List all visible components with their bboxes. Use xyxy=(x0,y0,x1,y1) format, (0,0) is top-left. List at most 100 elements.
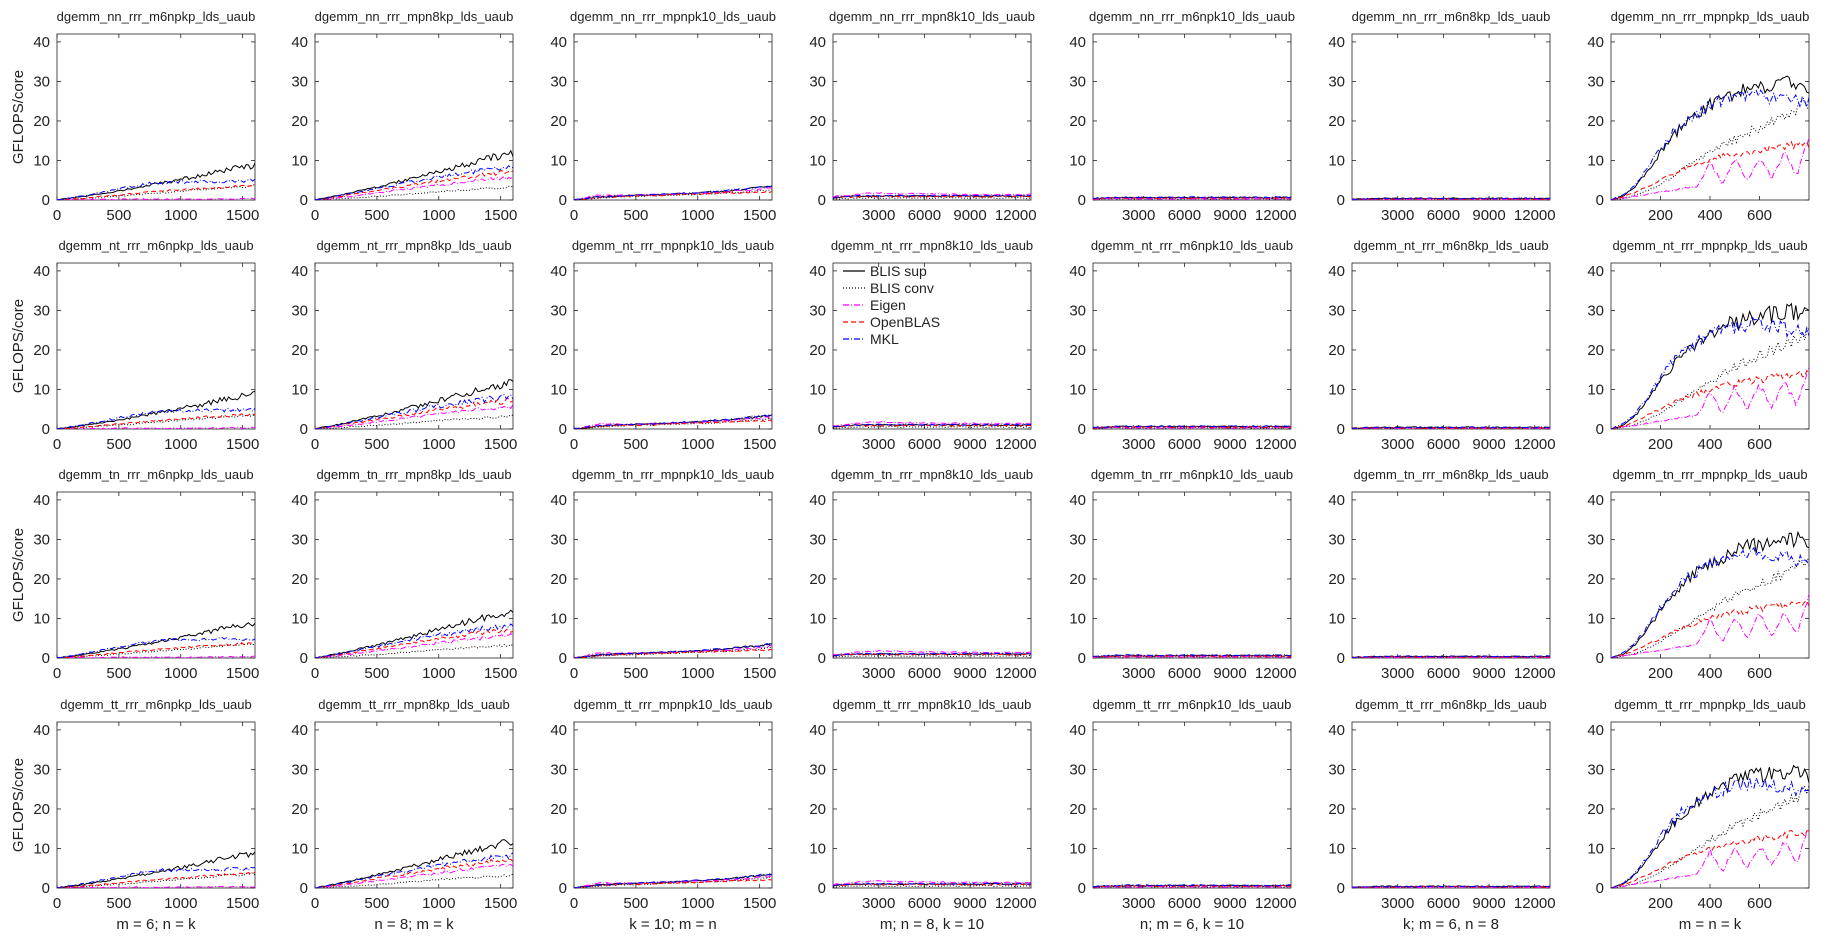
axes-frame xyxy=(1351,33,1551,201)
x-tick-label: 6000 xyxy=(908,895,941,912)
panel-r1-c5: dgemm_nn_rrr_m6npk10_lds_uaub 0 10 20 30 40 30… xyxy=(1069,9,1296,224)
series-line-eigen xyxy=(57,426,255,429)
axes-frame xyxy=(1351,491,1551,659)
y-tick-label: 30 xyxy=(809,302,826,319)
y-tick-label: 10 xyxy=(33,840,50,857)
x-tick-label: 1500 xyxy=(226,207,259,224)
y-tick-label: 30 xyxy=(1587,531,1604,548)
series-line-blis-conv xyxy=(574,876,772,888)
y-tick-label: 30 xyxy=(33,531,50,548)
x-tick-label: 1000 xyxy=(164,207,197,224)
x-tick-label: 12000 xyxy=(1514,665,1556,682)
axes-frame xyxy=(56,33,256,201)
y-tick-label: 0 xyxy=(300,880,308,897)
series-line-blis-sup xyxy=(1611,764,1809,888)
series-line-eigen xyxy=(574,187,772,200)
y-tick-label: 20 xyxy=(33,801,50,818)
series-line-eigen xyxy=(57,655,255,658)
series-line-eigen xyxy=(1093,885,1291,888)
series-line-openblas xyxy=(833,424,1031,428)
series-line-blis-sup xyxy=(315,379,513,429)
panel-title: dgemm_tt_rrr_mpnpk10_lds_uaub xyxy=(574,697,773,712)
y-tick-label: 0 xyxy=(42,192,50,209)
y-tick-label: 30 xyxy=(33,73,50,90)
y-tick-label: 10 xyxy=(33,381,50,398)
y-tick-label: 0 xyxy=(1337,421,1345,438)
panel-title: dgemm_tt_rrr_mpn8kp_lds_uaub xyxy=(318,697,510,712)
panel-title: dgemm_tn_rrr_m6npk10_lds_uaub xyxy=(1091,467,1293,482)
panel-r2-c1: dgemm_nt_rrr_m6npkp_lds_uaub 0 10 20 30 40 0 50… xyxy=(10,238,259,453)
x-tick-label: 6000 xyxy=(1427,207,1460,224)
y-tick-label: 10 xyxy=(33,610,50,627)
x-tick-label: 1500 xyxy=(226,665,259,682)
x-tick-label: 1500 xyxy=(484,436,517,453)
series-line-mkl xyxy=(1093,425,1291,429)
series-line-blis-conv xyxy=(1611,557,1809,658)
x-tick-label: 3000 xyxy=(1381,895,1414,912)
series-line-mkl xyxy=(574,873,772,888)
y-tick-label: 20 xyxy=(809,113,826,130)
panel-r1-c2: dgemm_nn_rrr_mpn8kp_lds_uaub 0 10 20 30 40 0 50… xyxy=(291,9,517,224)
y-tick-label: 0 xyxy=(1078,650,1086,667)
axes-frame xyxy=(1092,33,1292,201)
panel-title: dgemm_tn_rrr_m6n8kp_lds_uaub xyxy=(1353,467,1548,482)
y-tick-label: 20 xyxy=(1069,342,1086,359)
x-axis-label: m = n = k xyxy=(1679,916,1742,933)
x-tick-label: 0 xyxy=(53,207,61,224)
legend-label-eigen: Eigen xyxy=(870,297,906,313)
x-tick-label: 3000 xyxy=(862,436,895,453)
series-line-blis-conv xyxy=(315,414,513,429)
x-tick-label: 0 xyxy=(311,436,319,453)
series-line-openblas xyxy=(1093,425,1291,429)
x-tick-label: 200 xyxy=(1648,436,1673,453)
y-tick-label: 10 xyxy=(809,381,826,398)
panel-title: dgemm_nt_rrr_mpnpk10_lds_uaub xyxy=(572,238,774,253)
y-tick-label: 0 xyxy=(1078,421,1086,438)
y-tick-label: 0 xyxy=(300,192,308,209)
x-tick-label: 9000 xyxy=(1213,895,1246,912)
x-tick-label: 9000 xyxy=(1472,665,1505,682)
x-tick-label: 500 xyxy=(364,665,389,682)
x-tick-label: 500 xyxy=(364,895,389,912)
x-tick-label: 1500 xyxy=(743,665,776,682)
series-line-eigen xyxy=(57,885,255,888)
panel-r4-c7: dgemm_tt_rrr_mpnpkp_lds_uaub 0 10 20 30 40 200… xyxy=(1587,697,1810,933)
series-line-eigen xyxy=(315,404,513,429)
y-tick-label: 20 xyxy=(1328,113,1345,130)
x-tick-label: 0 xyxy=(311,895,319,912)
series-line-mkl xyxy=(1352,426,1550,429)
x-tick-label: 3000 xyxy=(862,665,895,682)
x-tick-label: 0 xyxy=(570,436,578,453)
axes-frame xyxy=(573,491,773,659)
x-tick-label: 9000 xyxy=(953,665,986,682)
y-tick-label: 30 xyxy=(1328,761,1345,778)
panel-title: dgemm_nn_rrr_m6n8kp_lds_uaub xyxy=(1352,9,1551,24)
series-line-blis-sup xyxy=(1611,530,1809,658)
x-tick-label: 500 xyxy=(106,436,131,453)
y-tick-label: 40 xyxy=(809,263,826,280)
series-line-mkl xyxy=(1352,885,1550,888)
axes-frame xyxy=(832,491,1032,659)
panel-r2-c2: dgemm_nt_rrr_mpn8kp_lds_uaub 0 10 20 30 40 0 50… xyxy=(291,238,517,453)
axes-frame xyxy=(1092,491,1292,659)
series-line-eigen xyxy=(1611,828,1809,888)
series-line-blis-conv xyxy=(57,414,255,429)
series-line-mkl xyxy=(1611,315,1809,429)
x-tick-label: 0 xyxy=(311,207,319,224)
y-tick-label: 10 xyxy=(809,610,826,627)
series-line-mkl xyxy=(833,882,1031,887)
series-line-eigen xyxy=(1611,138,1809,200)
series-line-openblas xyxy=(574,879,772,888)
y-tick-label: 20 xyxy=(291,342,308,359)
series-line-openblas xyxy=(57,184,255,200)
y-tick-label: 20 xyxy=(809,801,826,818)
y-tick-label: 10 xyxy=(1328,381,1345,398)
series-line-openblas xyxy=(57,412,255,429)
panel-title: dgemm_nn_rrr_mpn8k10_lds_uaub xyxy=(829,9,1035,24)
y-tick-label: 30 xyxy=(1069,531,1086,548)
y-tick-label: 30 xyxy=(291,302,308,319)
y-tick-label: 10 xyxy=(33,152,50,169)
panel-r3-c3: dgemm_tn_rrr_mpnpk10_lds_uaub 0 10 20 30 40 0 5… xyxy=(550,467,776,682)
panel-r2-c3: dgemm_nt_rrr_mpnpk10_lds_uaub 0 10 20 30 40 0 5… xyxy=(550,238,776,453)
x-tick-label: 3000 xyxy=(862,895,895,912)
